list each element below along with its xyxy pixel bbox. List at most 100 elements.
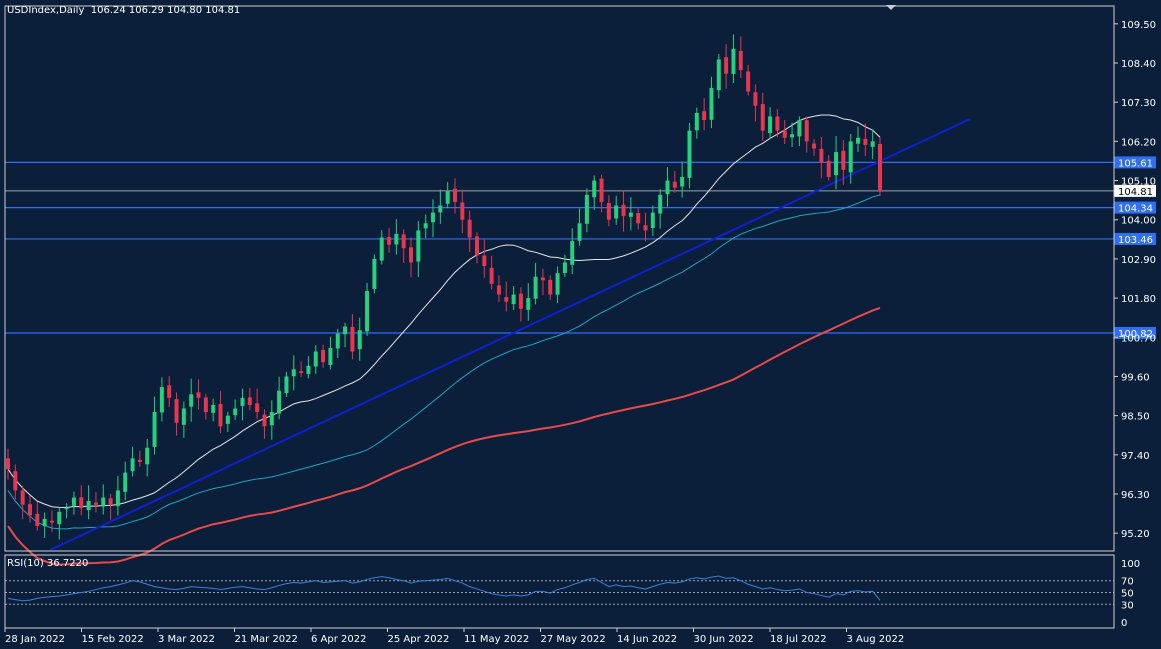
x-tick-label: 25 Apr 2022 xyxy=(388,634,450,645)
candle-body xyxy=(64,508,69,510)
trendline xyxy=(49,118,971,551)
candle-body xyxy=(79,497,84,509)
candle-body xyxy=(291,369,296,377)
rsi-line xyxy=(7,575,881,602)
candle-body xyxy=(13,471,18,491)
candle-body xyxy=(614,205,619,219)
axes: 109.50 108.40 107.30 106.20 105.10 104.00 102.… xyxy=(4,5,1156,645)
candle-body xyxy=(570,241,575,265)
level-label: 105.61 xyxy=(1118,158,1153,169)
candle-body xyxy=(533,276,538,299)
candle-body xyxy=(431,212,436,223)
candle-body xyxy=(548,279,553,295)
candle-body xyxy=(474,236,479,256)
candle-body xyxy=(782,130,787,138)
candle-body xyxy=(812,143,817,149)
candle-body xyxy=(841,150,846,170)
candles xyxy=(6,34,882,540)
y-tick-label: 96.30 xyxy=(1121,490,1150,501)
rsi-readout: RSI(10) 36.7220 xyxy=(7,558,89,569)
candle-body xyxy=(101,497,106,507)
candle-body xyxy=(262,414,267,427)
candle-body xyxy=(540,277,545,281)
symbol-title: USDIndex,Daily xyxy=(7,5,85,16)
y-tick-label: 100.70 xyxy=(1121,333,1156,344)
candle-body xyxy=(797,119,802,137)
level-tag xyxy=(1114,201,1156,214)
candle-body xyxy=(628,212,633,217)
candle-body xyxy=(159,387,164,413)
candle-body xyxy=(86,501,91,511)
y-tick-label: 107.30 xyxy=(1121,98,1156,109)
candle-body xyxy=(20,490,25,505)
candle-body xyxy=(665,180,670,195)
level-label: 104.34 xyxy=(1118,204,1153,215)
candle-body xyxy=(687,130,692,178)
candle-body xyxy=(878,143,882,191)
candle-body xyxy=(130,458,135,472)
candle-body xyxy=(467,219,472,238)
ma-slow-line xyxy=(7,306,881,566)
candle-body xyxy=(702,111,707,120)
level-tag xyxy=(1114,156,1156,169)
candle-body xyxy=(328,347,333,365)
level-label: 103.46 xyxy=(1118,235,1153,246)
candle-body xyxy=(870,141,875,147)
candle-body xyxy=(511,294,516,305)
candle-body xyxy=(35,513,40,527)
x-tick-label: 21 Mar 2022 xyxy=(235,634,298,645)
candle-body xyxy=(218,403,223,427)
rsi-tick-label: 100 xyxy=(1121,559,1140,570)
y-tick-label: 108.40 xyxy=(1121,59,1156,70)
candle-body xyxy=(152,412,157,447)
candle-body xyxy=(562,262,567,274)
candle-body xyxy=(196,392,201,398)
candle-body xyxy=(555,273,560,295)
x-tick-label: 28 Jan 2022 xyxy=(5,634,65,645)
x-tick-label: 30 Jun 2022 xyxy=(694,634,754,645)
candle-body xyxy=(401,234,406,249)
candle-body xyxy=(233,408,238,416)
candle-body xyxy=(650,212,655,228)
candle-body xyxy=(856,137,861,144)
candle-body xyxy=(394,233,399,245)
current-price-label: 104.81 xyxy=(1118,187,1153,198)
candle-body xyxy=(680,176,685,187)
candle-body xyxy=(790,134,795,138)
candle-body xyxy=(71,497,76,506)
candle-body xyxy=(775,116,780,131)
candle-body xyxy=(211,404,216,413)
candle-body xyxy=(225,415,230,424)
y-tick-label: 105.10 xyxy=(1121,177,1156,188)
candle-body xyxy=(746,71,751,92)
candle-body xyxy=(174,399,179,423)
candle-body xyxy=(834,152,839,176)
rsi-tick-label: 50 xyxy=(1121,589,1134,600)
trendline-group xyxy=(49,118,971,551)
y-tick-label: 99.60 xyxy=(1121,372,1150,383)
rsi-tick-label: 70 xyxy=(1121,577,1134,588)
candle-body xyxy=(489,267,494,284)
main-frame xyxy=(4,5,1115,552)
candle-body xyxy=(247,397,252,405)
candle-body xyxy=(277,390,282,414)
candle-body xyxy=(269,412,274,426)
level-tag xyxy=(1114,232,1156,245)
candle-body xyxy=(379,237,384,261)
candle-body xyxy=(372,258,377,289)
shift-marker-icon xyxy=(886,5,896,10)
candle-body xyxy=(694,112,699,131)
candle-body xyxy=(313,351,318,367)
level-tag xyxy=(1114,327,1156,339)
candle-body xyxy=(804,120,809,142)
candle-body xyxy=(592,180,597,198)
x-tick-label: 3 Mar 2022 xyxy=(158,634,215,645)
x-tick-label: 6 Apr 2022 xyxy=(311,634,366,645)
moving-averages xyxy=(7,114,881,566)
candle-body xyxy=(115,490,120,507)
candle-body xyxy=(672,181,677,188)
candle-body xyxy=(240,397,245,406)
